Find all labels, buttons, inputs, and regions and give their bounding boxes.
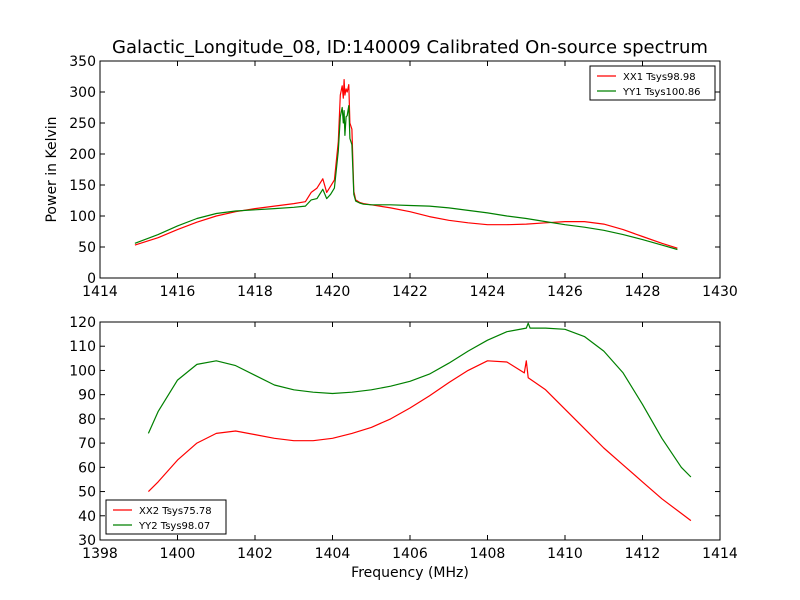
top-series-line-0 — [134, 78, 678, 249]
top-legend-label-1: YY1 Tsys100.86 — [622, 87, 701, 98]
top-y-tick-label: 300 — [69, 85, 96, 101]
top-x-tick-label: 1414 — [82, 284, 118, 300]
bottom-y-tick-label: 50 — [78, 485, 96, 501]
bottom-series-line-0 — [147, 360, 692, 522]
top-x-tick-label: 1420 — [315, 284, 351, 300]
top-x-tick-label: 1418 — [237, 284, 273, 300]
top-y-tick-label: 350 — [69, 54, 96, 70]
bottom-x-tick-label: 1404 — [315, 546, 351, 562]
top-legend: XX1 Tsys98.98 YY1 Tsys100.86 — [589, 65, 716, 101]
top-plot: 1414 1416 1418 1420 1422 1424 1426 1428 1430 0 50 1… — [44, 54, 738, 300]
bottom-x-tick-label: 1414 — [702, 546, 738, 562]
top-x-tick-label: 1416 — [160, 284, 196, 300]
bottom-y-tick-label: 100 — [69, 363, 96, 379]
top-y-tick-label: 150 — [69, 178, 96, 194]
bottom-legend: XX2 Tsys75.78 YY2 Tsys98.07 — [105, 499, 227, 535]
top-series-line-1 — [134, 104, 678, 251]
bottom-y-tick-label: 40 — [78, 509, 96, 525]
bottom-x-axis-label: Frequency (MHz) — [351, 565, 469, 581]
top-y-tick-label: 0 — [87, 271, 96, 287]
top-x-tick-label: 1426 — [547, 284, 583, 300]
bottom-x-tick-label: 1410 — [547, 546, 583, 562]
top-x-tick-label: 1422 — [392, 284, 428, 300]
bottom-legend-label-1: YY2 Tsys98.07 — [138, 521, 210, 532]
top-x-tick-label: 1428 — [625, 284, 661, 300]
bottom-y-tick-label: 60 — [78, 460, 96, 476]
bottom-x-tick-label: 1400 — [160, 546, 196, 562]
top-y-tick-label: 250 — [69, 116, 96, 132]
bottom-y-tick-label: 30 — [78, 533, 96, 549]
top-x-tick-label: 1430 — [702, 284, 738, 300]
bottom-series-line-1 — [147, 322, 692, 478]
top-legend-box — [589, 65, 716, 101]
top-x-tick-label: 1424 — [470, 284, 506, 300]
bottom-legend-label-0: XX2 Tsys75.78 — [139, 506, 212, 517]
figure-title: Galactic_Longitude_08, ID:140009 Calibra… — [112, 37, 708, 58]
bottom-y-tick-label: 90 — [78, 388, 96, 404]
bottom-x-tick-label: 1402 — [237, 546, 273, 562]
bottom-x-tick-label: 1406 — [392, 546, 428, 562]
bottom-x-tick-label: 1398 — [82, 546, 118, 562]
top-y-tick-label: 50 — [78, 240, 96, 256]
bottom-legend-box — [105, 499, 227, 535]
top-y-tick-label: 200 — [69, 147, 96, 163]
top-legend-label-0: XX1 Tsys98.98 — [623, 72, 696, 83]
bottom-y-tick-label: 80 — [78, 412, 96, 428]
top-y-axis-label: Power in Kelvin — [44, 116, 60, 222]
bottom-x-tick-label: 1408 — [470, 546, 506, 562]
top-y-tick-label: 100 — [69, 209, 96, 225]
bottom-x-tick-label: 1412 — [625, 546, 661, 562]
bottom-y-tick-label: 110 — [69, 339, 96, 355]
bottom-plot: 1398 1400 1402 1404 1406 1408 1410 1412 1414 30 40… — [69, 315, 738, 581]
bottom-y-tick-label: 120 — [69, 315, 96, 331]
bottom-y-tick-label: 70 — [78, 436, 96, 452]
